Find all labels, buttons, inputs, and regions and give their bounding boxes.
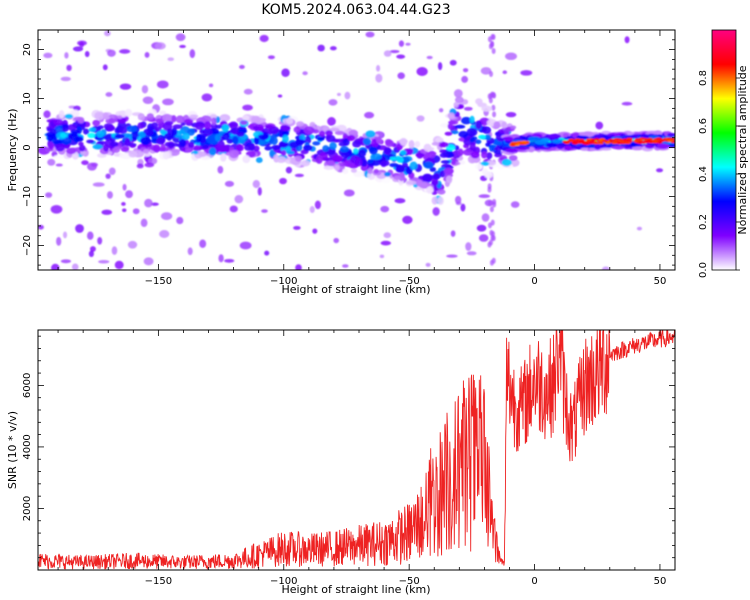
x-tick-label: −100 — [270, 276, 297, 287]
x-tick-label: 0 — [531, 276, 537, 287]
y-tick-label: 6000 — [22, 373, 33, 398]
y-tick-label: −20 — [22, 235, 33, 256]
y-tick-label: 10 — [22, 92, 33, 105]
snr-series-line — [38, 330, 675, 570]
colorbar-label: Normalized spectral amplitude — [736, 65, 749, 234]
x-tick-label: 50 — [654, 576, 667, 587]
colorbar-tick-label: 0.2 — [698, 214, 709, 230]
snr-x-label: Height of straight line (km) — [281, 583, 430, 596]
colorbar-tick-label: 0.4 — [698, 166, 709, 182]
x-tick-label: 50 — [654, 276, 667, 287]
x-tick-label: −100 — [270, 576, 297, 587]
spectrogram-y-label: Frequency (Hz) — [6, 109, 19, 192]
x-tick-label: −50 — [399, 576, 420, 587]
x-tick-label: −150 — [145, 576, 172, 587]
snr-y-label: SNR (10 * v/v) — [6, 411, 19, 489]
colorbar-frame — [711, 29, 737, 271]
spectrogram-frame — [37, 29, 676, 271]
y-tick-label: 20 — [22, 43, 33, 56]
x-tick-label: 0 — [531, 576, 537, 587]
figure-title: KOM5.2024.063.04.44.G23 — [261, 2, 450, 18]
snr-frame — [37, 329, 676, 571]
colorbar-gradient — [712, 30, 736, 270]
y-tick-label: 2000 — [22, 496, 33, 521]
x-tick-label: −50 — [399, 276, 420, 287]
colorbar: 0.0 0.2 0.4 0.6 0.8 Normalized spectral ampl… — [698, 29, 749, 278]
snr-panel: −150 −100 −50 0 50 2000 4000 6000 Height of str… — [6, 329, 676, 596]
y-tick-label: 4000 — [22, 434, 33, 459]
x-tick-label: −150 — [145, 276, 172, 287]
colorbar-ticks: 0.0 0.2 0.4 0.6 0.8 — [698, 70, 740, 278]
snr-axes: −150 −100 −50 0 50 2000 4000 6000 — [22, 330, 675, 587]
y-tick-label: −10 — [22, 186, 33, 207]
colorbar-tick-label: 0.8 — [698, 70, 709, 86]
colorbar-tick-label: 0.0 — [698, 262, 709, 278]
colorbar-tick-label: 0.6 — [698, 118, 709, 134]
spectrogram-heatmap — [38, 30, 675, 270]
spectrogram-x-label: Height of straight line (km) — [281, 283, 430, 296]
y-tick-label: 0 — [22, 144, 33, 150]
